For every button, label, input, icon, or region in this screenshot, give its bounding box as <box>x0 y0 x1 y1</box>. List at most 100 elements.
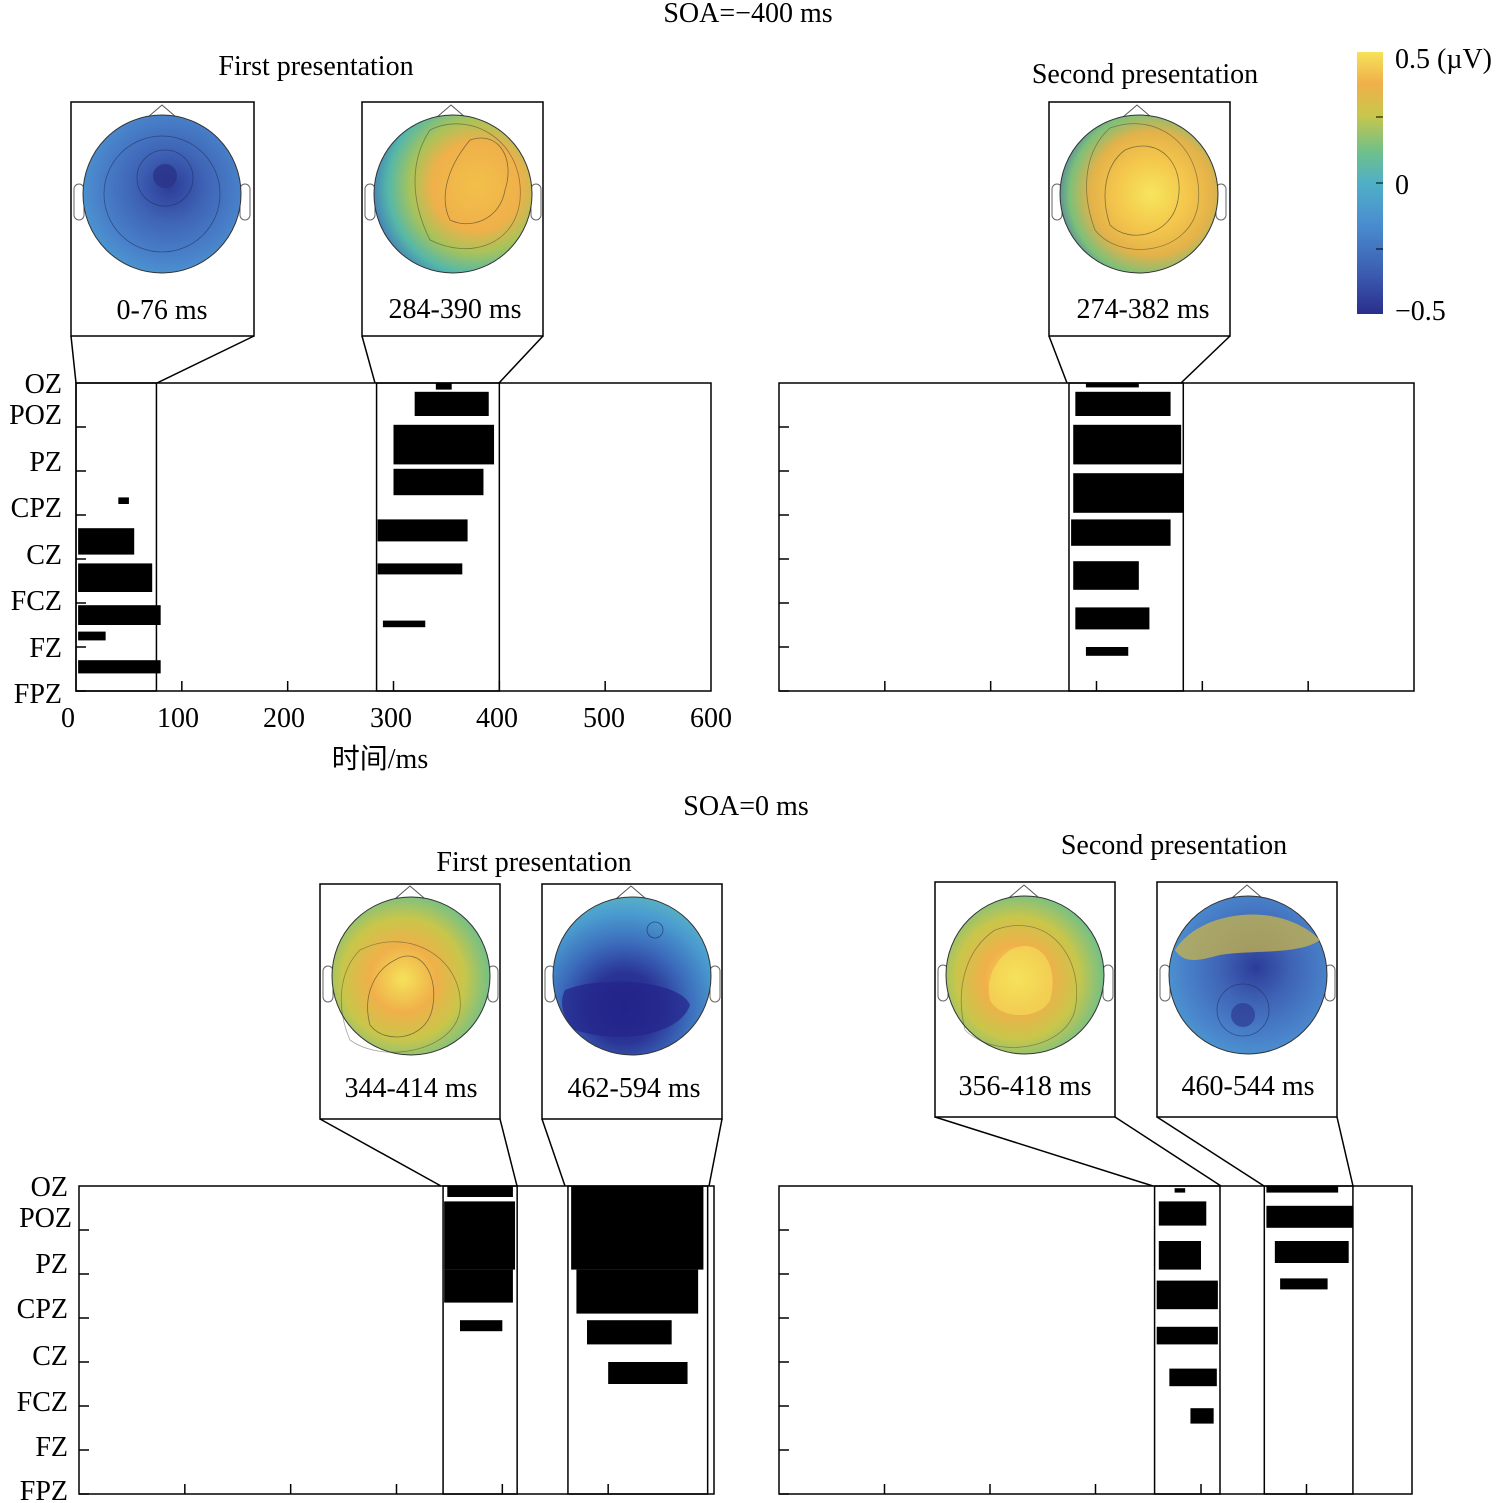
topomap-window-344-414: 344-414 ms <box>319 883 518 1187</box>
channel-label-fz: FZ <box>29 633 62 664</box>
panel-b-second-title: Second presentation <box>1061 830 1287 861</box>
significant-cluster <box>1169 1368 1217 1387</box>
significant-cluster <box>1190 1408 1214 1424</box>
significant-cluster <box>1075 391 1171 416</box>
significant-cluster <box>1071 519 1171 546</box>
topomap-label: 460-544 ms <box>1182 1071 1315 1102</box>
colorbar-label-min: −0.5 <box>1395 296 1446 327</box>
x-axis-label: 时间/ms <box>332 743 428 775</box>
panel-b-condition-title: SOA=0 ms <box>683 791 808 822</box>
x-tick-label-400: 400 <box>476 703 518 734</box>
channel-label-poz: POZ <box>9 400 62 431</box>
colorbar-label-max: 0.5 (µV) <box>1395 44 1492 75</box>
panel-a-second-clusters <box>1068 382 1185 692</box>
channel-label-oz: OZ <box>25 369 62 400</box>
significant-cluster <box>447 1186 513 1197</box>
channel-label-fz: FZ <box>35 1432 68 1463</box>
significant-cluster <box>1156 1280 1218 1310</box>
time-window-box <box>1068 382 1185 692</box>
topomap-label: 0-76 ms <box>117 295 208 326</box>
significant-cluster <box>393 424 495 465</box>
panel-a-second-title: Second presentation <box>1032 59 1258 90</box>
x-tick-label-300: 300 <box>370 703 412 734</box>
topomap-label: 356-418 ms <box>959 1071 1092 1102</box>
panel-b-first-raster: OZ POZ PZ CPZ CZ FCZ FZ FPZ <box>17 1172 715 1503</box>
channel-label-cpz: CPZ <box>11 493 62 524</box>
panel-b-second-frame <box>778 1185 1413 1495</box>
significant-cluster <box>444 1269 513 1303</box>
significant-cluster <box>571 1186 704 1270</box>
panel-a-first-ticks <box>76 426 606 692</box>
significant-cluster <box>1156 1326 1218 1345</box>
significant-cluster <box>78 528 135 555</box>
channel-label-fcz: FCZ <box>11 586 62 617</box>
panel-a-condition-title: SOA=−400 ms <box>663 0 832 29</box>
head-outline <box>544 885 721 1056</box>
significant-cluster <box>78 660 161 674</box>
panel-b-second-clusters <box>1153 1185 1354 1495</box>
significant-cluster <box>1073 473 1184 513</box>
topomap-window-356-418: 356-418 ms <box>934 881 1222 1187</box>
topomap-window-274-382: 274-382 ms <box>1048 101 1231 384</box>
panel-a-second-ticks <box>779 426 1309 692</box>
significant-cluster <box>377 519 468 542</box>
significant-cluster <box>435 383 452 390</box>
significant-cluster <box>1266 1205 1353 1228</box>
time-window-box <box>1263 1185 1354 1495</box>
head-outline <box>937 884 1114 1055</box>
head-outline <box>1051 104 1227 274</box>
significant-cluster <box>576 1269 699 1314</box>
channel-label-fcz: FCZ <box>17 1387 68 1418</box>
panel-b-second-ticks <box>779 1229 1308 1495</box>
x-tick-label-100: 100 <box>157 703 199 734</box>
channel-label-cz: CZ <box>32 1341 68 1372</box>
significant-cluster <box>393 468 484 496</box>
topomap-label: 284-390 ms <box>389 294 522 325</box>
topomap-window-462-594: 462-594 ms <box>541 883 723 1187</box>
time-window-box <box>1153 1185 1221 1495</box>
significant-cluster <box>377 563 463 575</box>
head-outline <box>73 104 251 274</box>
head-outline <box>1159 884 1336 1055</box>
significant-cluster <box>78 563 153 592</box>
significant-cluster <box>1266 1186 1339 1193</box>
channel-label-pz: PZ <box>35 1249 68 1280</box>
topomap-window-460-544: 460-544 ms <box>1156 881 1354 1187</box>
panel-a-first-clusters <box>75 382 501 692</box>
significant-cluster <box>1075 607 1150 630</box>
head-outline <box>364 104 542 274</box>
colorbar-label-mid: 0 <box>1395 170 1409 201</box>
significant-cluster <box>460 1320 503 1332</box>
channel-label-poz: POZ <box>19 1203 72 1234</box>
significant-cluster <box>1280 1278 1328 1290</box>
panel-b-first-ticks <box>79 1229 609 1495</box>
channel-label-fpz: FPZ <box>14 679 62 710</box>
topomap-label: 462-594 ms <box>568 1073 701 1104</box>
channel-label-cpz: CPZ <box>17 1294 68 1325</box>
significant-cluster <box>444 1201 516 1270</box>
significant-cluster <box>78 631 106 641</box>
panel-b-first-title: First presentation <box>436 847 631 878</box>
panel-a-first-raster: OZ POZ PZ CPZ CZ FCZ FZ FPZ 0 100 200 30… <box>9 369 732 775</box>
x-tick-label-200: 200 <box>263 703 305 734</box>
time-window-box <box>375 382 501 692</box>
channel-label-cz: CZ <box>26 540 62 571</box>
channel-label-oz: OZ <box>31 1172 68 1203</box>
panel-b-first-clusters <box>442 1185 709 1495</box>
topomap-label: 274-382 ms <box>1077 294 1210 325</box>
significant-cluster <box>1158 1201 1207 1226</box>
topomap-label: 344-414 ms <box>345 1073 478 1104</box>
channel-label-fpz: FPZ <box>20 1476 68 1503</box>
significant-cluster <box>608 1362 688 1384</box>
channel-label-pz: PZ <box>29 447 62 478</box>
time-window-box <box>442 1185 518 1495</box>
significant-cluster <box>1274 1241 1349 1263</box>
topomap-window-284-390: 284-390 ms <box>361 101 544 384</box>
significant-cluster <box>382 620 426 628</box>
x-tick-label-600: 600 <box>690 703 732 734</box>
time-window-box <box>75 382 158 692</box>
significant-cluster <box>1085 383 1139 388</box>
panel-a-second-raster <box>778 382 1415 692</box>
x-tick-label-500: 500 <box>583 703 625 734</box>
